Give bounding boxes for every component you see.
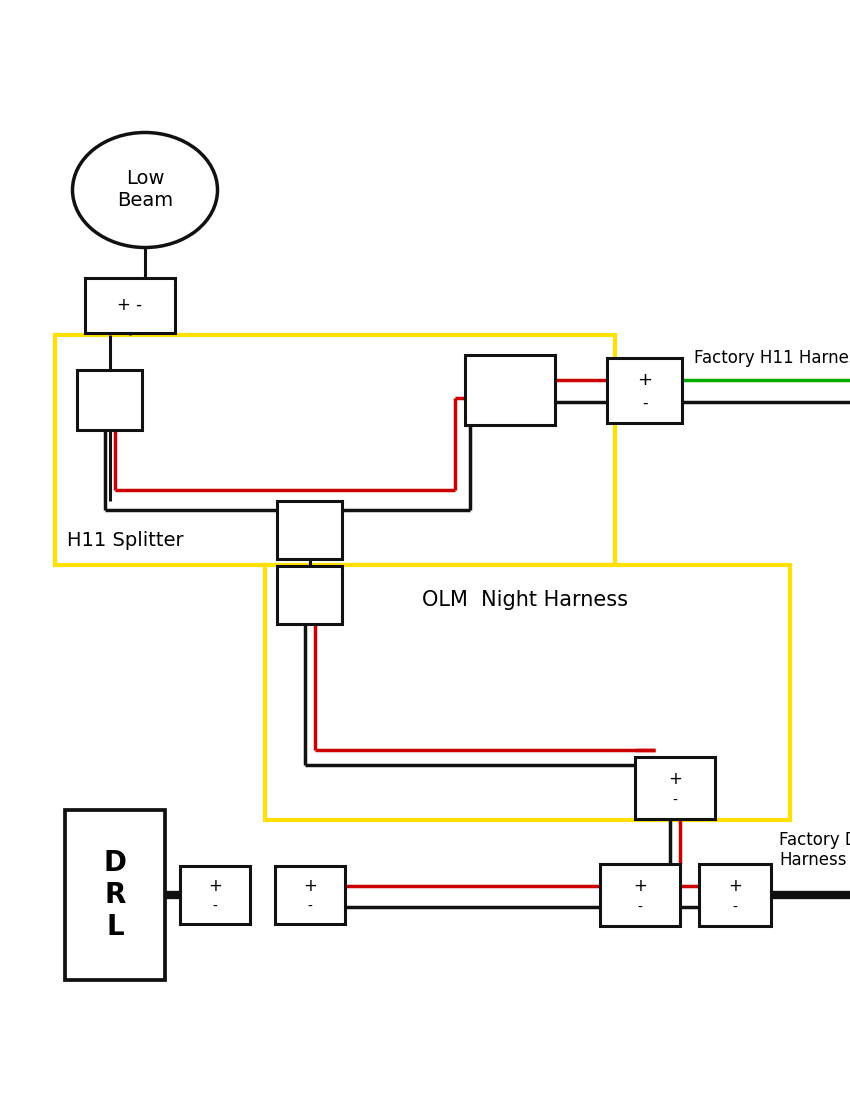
Text: -: - — [672, 793, 677, 807]
Text: -: - — [638, 901, 643, 914]
Text: -: - — [733, 901, 738, 914]
Text: +: + — [303, 878, 317, 895]
FancyBboxPatch shape — [465, 355, 555, 425]
FancyBboxPatch shape — [265, 565, 790, 820]
Ellipse shape — [72, 132, 218, 248]
FancyBboxPatch shape — [277, 566, 343, 624]
Text: +: + — [728, 877, 742, 894]
Text: OLM  Night Harness: OLM Night Harness — [422, 590, 628, 610]
FancyBboxPatch shape — [699, 864, 771, 926]
FancyBboxPatch shape — [55, 336, 615, 565]
Text: Factory DRL
Harness: Factory DRL Harness — [779, 830, 850, 869]
Text: +: + — [668, 770, 682, 788]
FancyBboxPatch shape — [275, 866, 345, 924]
Text: H11 Splitter: H11 Splitter — [67, 531, 184, 550]
Text: -: - — [212, 900, 218, 914]
FancyBboxPatch shape — [180, 866, 250, 924]
FancyBboxPatch shape — [608, 358, 683, 422]
FancyBboxPatch shape — [85, 277, 175, 332]
Text: Low
Beam: Low Beam — [117, 169, 173, 210]
Text: +: + — [208, 878, 222, 895]
Text: +: + — [633, 877, 647, 894]
Text: D
R
L: D R L — [104, 848, 127, 942]
FancyBboxPatch shape — [65, 810, 165, 980]
Text: -: - — [643, 396, 648, 410]
Text: Factory H11 Harness: Factory H11 Harness — [694, 349, 850, 367]
Text: -: - — [308, 900, 313, 914]
FancyBboxPatch shape — [600, 864, 680, 926]
FancyBboxPatch shape — [77, 370, 143, 430]
FancyBboxPatch shape — [635, 757, 715, 820]
Text: +: + — [638, 372, 653, 389]
FancyBboxPatch shape — [277, 500, 343, 559]
Text: + -: + - — [117, 296, 143, 314]
